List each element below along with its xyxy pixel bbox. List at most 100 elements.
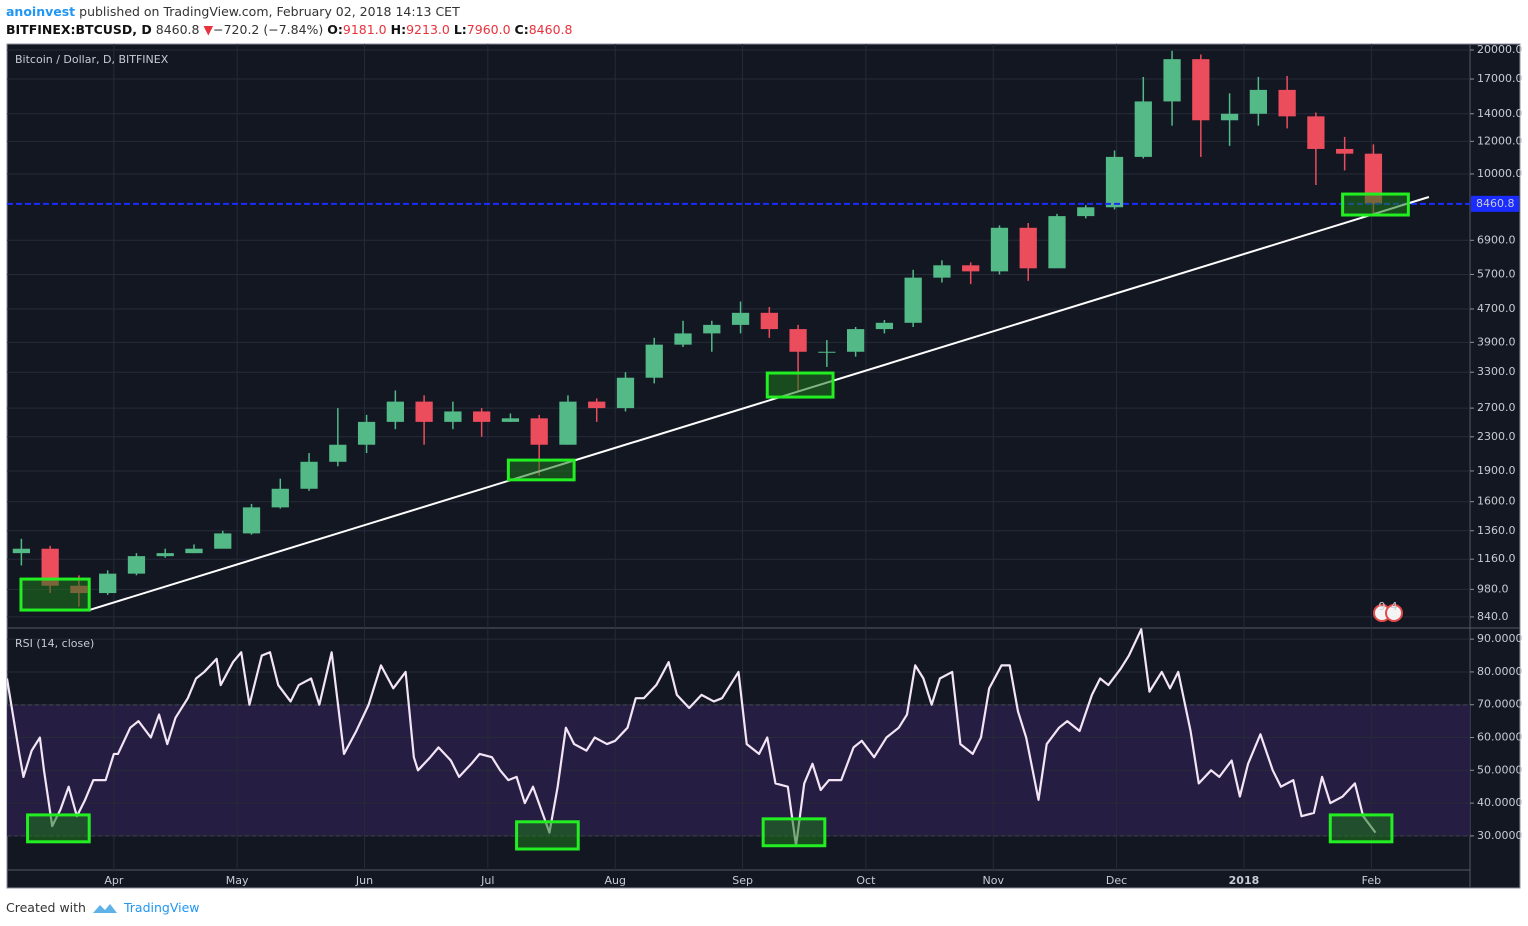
x-tick-label: Apr — [104, 874, 124, 887]
y-tick-label: 50.0000 — [1477, 763, 1523, 776]
highlight-box — [761, 817, 827, 848]
candle-body — [846, 329, 865, 352]
candle-body — [444, 411, 462, 422]
candle-body — [616, 377, 635, 409]
event-badge-label: 9 — [1379, 600, 1386, 613]
candle-body — [962, 265, 980, 272]
y-tick-label: 17000.0 — [1477, 72, 1523, 85]
candle-body — [473, 411, 491, 422]
y-tick-label: 40.0000 — [1477, 796, 1523, 809]
event-badge — [1385, 604, 1403, 622]
x-tick-label: Jun — [355, 874, 373, 887]
ohlc-key: L: — [453, 22, 467, 37]
candle-body — [789, 329, 807, 352]
footer-text: Created with — [6, 900, 86, 915]
ohlc-value: 9213.0 — [406, 22, 450, 37]
y-tick-label: 14000.0 — [1477, 107, 1523, 120]
publish-line: anoinvest published on TradingView.com, … — [6, 3, 572, 21]
y-tick-label: 5700.0 — [1477, 267, 1516, 280]
price: 8460.8 — [155, 22, 200, 37]
symbol: BITFINEX:BTCUSD, D — [6, 22, 152, 37]
candle-body — [990, 227, 1009, 272]
candle-body — [645, 344, 663, 378]
candle-body — [588, 401, 606, 409]
candle-body — [1249, 89, 1267, 114]
candle-body — [760, 312, 778, 330]
ohlc-value: 8460.8 — [528, 22, 573, 37]
candle-body — [501, 418, 520, 422]
change-icon: ▼ — [203, 22, 214, 37]
candle-body — [1019, 227, 1037, 269]
candle-body — [875, 322, 894, 330]
y-tick-label: 980.0 — [1477, 582, 1509, 595]
ohlc: O:9181.0 H:9213.0 L:7960.0 C:8460.8 — [327, 22, 572, 37]
candle-body — [214, 533, 232, 549]
candle-body — [12, 548, 31, 554]
x-tick-label: May — [226, 874, 249, 887]
y-tick-label: 3900.0 — [1477, 335, 1516, 348]
y-tick-label: 1900.0 — [1477, 464, 1516, 477]
change: −720.2 (−7.84%) — [213, 22, 324, 37]
candle-body — [1307, 116, 1325, 149]
highlight-box — [515, 820, 580, 851]
highlight-box — [26, 813, 91, 844]
candle-body — [1192, 59, 1210, 121]
candle-body — [1105, 156, 1124, 208]
candle-body — [674, 333, 692, 345]
pane — [7, 628, 1470, 870]
ohlc-value: 7960.0 — [466, 22, 511, 37]
candle-body — [1134, 101, 1152, 157]
footer-brand[interactable]: TradingView — [123, 900, 200, 915]
x-tick-label: Feb — [1362, 874, 1381, 887]
highlight-box — [1341, 192, 1410, 217]
ohlc-key: O: — [327, 22, 343, 37]
y-tick-label: 840.0 — [1477, 610, 1509, 623]
candle-body — [300, 461, 318, 489]
published: published on TradingView.com, February 0… — [79, 4, 460, 19]
last-price-box — [1471, 195, 1519, 212]
candle-body — [1278, 89, 1296, 117]
author[interactable]: anoinvest — [6, 4, 76, 19]
candle-body — [415, 401, 433, 422]
ohlc-key: H: — [390, 22, 407, 37]
pane-title: RSI (14, close) — [15, 637, 94, 650]
highlight-box — [19, 577, 91, 612]
y-tick-label: 1360.0 — [1477, 524, 1516, 537]
candle-body — [530, 418, 548, 445]
event-badge-label: 4 — [1391, 600, 1398, 613]
highlight-box — [506, 458, 576, 482]
x-tick-label: Sep — [732, 874, 753, 887]
pane-title: Bitcoin / Dollar, D, BITFINEX — [15, 53, 169, 66]
y-tick-label: 30.0000 — [1477, 829, 1523, 842]
highlight-box — [765, 371, 835, 399]
candle-body — [1220, 113, 1239, 121]
x-tick-label: Jul — [480, 874, 494, 887]
rsi-line — [7, 628, 1377, 847]
candle-body — [127, 556, 146, 574]
quote-line: BITFINEX:BTCUSD, D 8460.8 ▼−720.2 (−7.84… — [6, 21, 572, 39]
candle-body — [1336, 148, 1354, 154]
candle-body — [357, 421, 376, 445]
candle-body — [703, 324, 721, 334]
candle-body — [329, 444, 347, 462]
last-price-label: 8460.8 — [1476, 197, 1515, 210]
candle-body — [156, 553, 174, 557]
ohlc-key: C: — [514, 22, 529, 37]
candle-body — [185, 548, 203, 554]
logo — [92, 903, 117, 913]
x-tick-label: Dec — [1106, 874, 1127, 887]
candle-body — [99, 573, 117, 594]
y-tick-label: 2300.0 — [1477, 430, 1516, 443]
y-tick-label: 12000.0 — [1477, 134, 1523, 147]
x-tick-label: Aug — [604, 874, 625, 887]
x-tick-label: 2018 — [1229, 874, 1260, 887]
y-tick-label: 10000.0 — [1477, 167, 1523, 180]
candle-body — [559, 401, 577, 445]
x-tick-label: Oct — [856, 874, 876, 887]
candle-body — [1048, 216, 1066, 269]
highlight-box — [1328, 813, 1394, 844]
candle-body — [1163, 59, 1181, 102]
y-tick-label: 90.0000 — [1477, 632, 1523, 645]
y-tick-label: 4700.0 — [1477, 302, 1516, 315]
